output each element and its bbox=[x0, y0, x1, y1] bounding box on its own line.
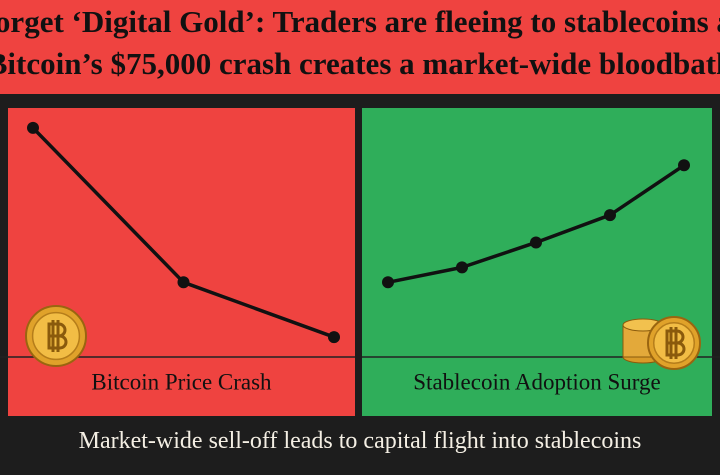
data-point bbox=[27, 121, 39, 134]
title-line: Forget ‘Digital Gold’: Traders are fleei… bbox=[0, 4, 720, 39]
header: Forget ‘Digital Gold’: Traders are fleei… bbox=[0, 0, 720, 94]
chart-title: Bitcoin Price Crash bbox=[91, 369, 272, 394]
data-point bbox=[382, 276, 394, 289]
caption: Market-wide sell-off leads to capital fl… bbox=[78, 428, 642, 454]
chart-title: Stablecoin Adoption Surge bbox=[413, 369, 660, 394]
data-point bbox=[328, 331, 340, 344]
coin-symbol bbox=[47, 320, 68, 352]
data-point bbox=[530, 236, 542, 249]
data-point bbox=[678, 159, 690, 172]
data-point bbox=[177, 276, 190, 289]
coin-symbol bbox=[665, 327, 686, 359]
data-point bbox=[604, 209, 616, 222]
panel-background bbox=[362, 108, 712, 416]
data-point bbox=[456, 261, 468, 274]
title-line: Bitcoin’s $75,000 crash creates a market… bbox=[0, 46, 720, 81]
